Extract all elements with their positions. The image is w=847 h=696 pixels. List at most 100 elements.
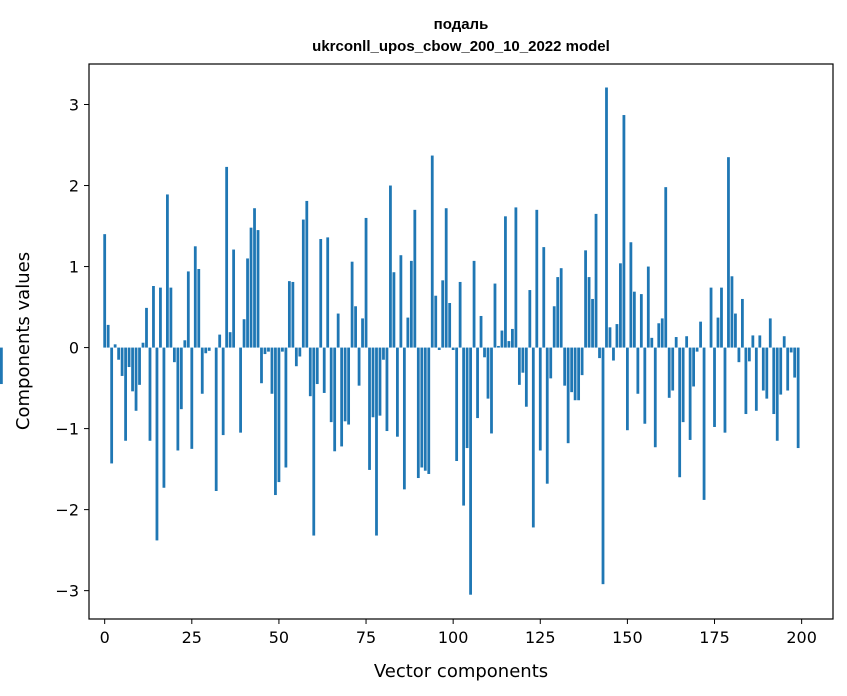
bar	[448, 303, 452, 348]
y-tick-label: 1	[69, 258, 79, 277]
bar	[650, 337, 654, 348]
bar	[242, 319, 246, 348]
bar	[458, 281, 462, 348]
y-axis-ticks: 3 2 1 0 −1 −2 −3	[55, 96, 89, 601]
bar	[343, 347, 347, 422]
bar	[782, 336, 786, 348]
bar	[657, 323, 661, 348]
bar	[685, 336, 689, 348]
bar	[406, 317, 410, 348]
chart-title-line1: подаль	[434, 16, 489, 33]
x-tick-label: 175	[699, 628, 730, 647]
bar	[629, 242, 633, 348]
bar	[368, 347, 371, 470]
bar	[437, 347, 441, 351]
bar	[538, 347, 542, 451]
bar	[141, 342, 145, 348]
bar	[615, 324, 619, 348]
bar	[601, 347, 605, 585]
bar	[186, 271, 190, 348]
bar	[765, 347, 769, 399]
bar	[723, 347, 727, 433]
bar	[166, 194, 169, 348]
bar	[430, 155, 434, 348]
bar	[382, 347, 385, 360]
bar	[789, 347, 793, 353]
bar	[357, 347, 361, 386]
bar	[573, 347, 577, 401]
bar	[768, 318, 772, 348]
bar	[720, 287, 723, 348]
bar	[570, 347, 574, 393]
bar	[176, 347, 180, 451]
bar	[580, 347, 584, 376]
bar	[291, 281, 295, 348]
bar	[385, 347, 389, 432]
bar	[542, 247, 546, 348]
bar	[301, 219, 305, 348]
bar	[612, 347, 615, 361]
bar	[758, 335, 762, 348]
bar	[545, 347, 549, 484]
bar	[591, 298, 594, 348]
bar	[472, 260, 476, 348]
bar	[511, 328, 514, 348]
bar	[124, 347, 127, 441]
bar	[183, 340, 187, 348]
bar	[106, 324, 110, 348]
bar	[225, 166, 229, 348]
bar	[354, 306, 357, 348]
bar	[584, 250, 587, 348]
bar	[462, 347, 466, 506]
bar	[396, 347, 399, 437]
bar	[476, 347, 479, 419]
bar	[688, 347, 692, 440]
bar	[632, 291, 636, 348]
bar	[786, 347, 790, 391]
bar	[350, 261, 354, 348]
bar	[256, 230, 260, 348]
bar	[249, 227, 253, 348]
bar	[730, 276, 734, 348]
bar	[263, 347, 267, 355]
bar	[322, 347, 326, 393]
bar	[113, 344, 117, 348]
bar	[281, 347, 284, 352]
bar	[444, 208, 448, 348]
bar	[779, 347, 783, 395]
bar	[727, 157, 730, 348]
bar	[713, 347, 716, 427]
bar	[204, 347, 208, 354]
bar	[336, 313, 340, 348]
bar	[563, 347, 567, 386]
bar	[333, 347, 337, 452]
x-tick-label: 125	[525, 628, 556, 647]
bar	[145, 307, 148, 348]
bar	[399, 255, 403, 348]
bar	[646, 266, 650, 348]
bar	[312, 347, 316, 536]
bar	[274, 347, 277, 496]
bars-group	[0, 87, 800, 595]
bar	[741, 298, 744, 348]
bar	[514, 207, 518, 348]
bar	[190, 347, 194, 449]
bar	[423, 347, 427, 471]
bar	[361, 318, 364, 348]
bar	[639, 294, 643, 348]
bar	[155, 347, 159, 541]
y-tick-label: 3	[69, 96, 79, 115]
bar	[490, 347, 493, 434]
bar	[169, 287, 173, 348]
bar	[734, 313, 737, 348]
bar	[517, 347, 521, 385]
bar	[479, 315, 483, 348]
bar	[207, 347, 211, 351]
x-axis-label: Vector components	[374, 661, 548, 682]
bar	[664, 187, 668, 348]
bar	[619, 263, 622, 348]
bar	[754, 347, 758, 411]
bar	[260, 347, 263, 384]
bar	[117, 347, 121, 360]
x-tick-label: 0	[100, 628, 110, 647]
